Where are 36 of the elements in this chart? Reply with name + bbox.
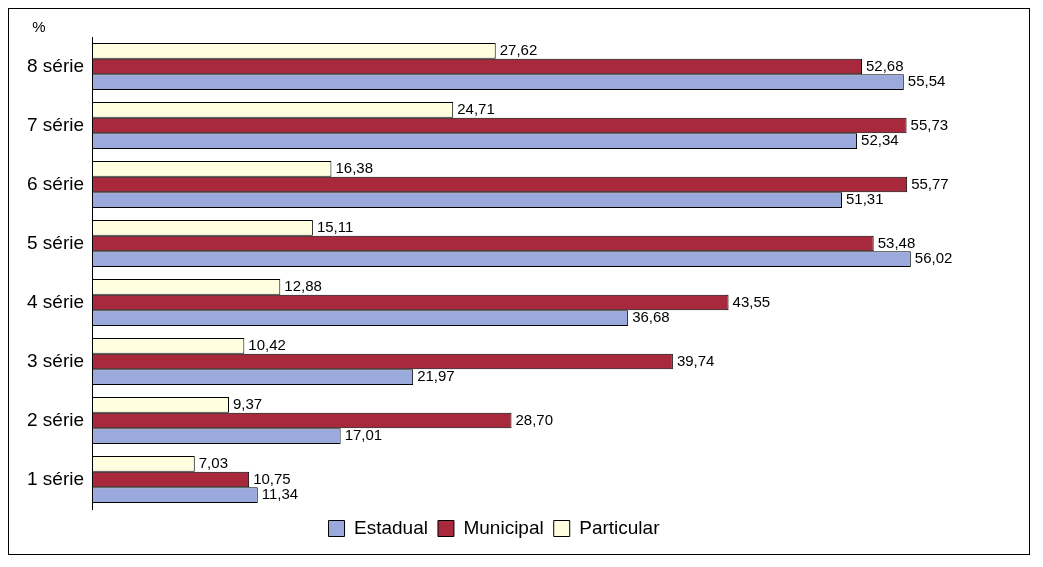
data-label: 17,01: [344, 426, 383, 444]
y-tick-label: 3 série: [27, 349, 85, 371]
data-label: 55,54: [907, 72, 946, 90]
y-axis-title: %: [32, 17, 46, 35]
legend-label: Particular: [579, 516, 661, 538]
data-label: 36,68: [632, 308, 670, 326]
y-tick-label: 1 série: [27, 467, 85, 489]
data-label: 55,77: [911, 174, 949, 192]
legend-label: Estadual: [354, 516, 428, 538]
data-label: 24,71: [457, 99, 495, 117]
data-label: 28,70: [515, 410, 554, 428]
data-label: 12,88: [284, 276, 322, 294]
data-label: 43,55: [732, 292, 771, 310]
data-label: 51,31: [845, 190, 884, 208]
data-label: 39,74: [676, 351, 715, 369]
data-label: 27,62: [499, 40, 538, 58]
data-label: 52,34: [861, 131, 899, 149]
legend-label: Municipal: [463, 516, 544, 538]
y-tick-label: 2 série: [27, 408, 85, 430]
data-label: 56,02: [914, 249, 953, 267]
data-label: 52,68: [866, 56, 904, 74]
y-tick-label: 6 série: [27, 172, 85, 194]
data-label: 7,03: [198, 453, 228, 471]
y-tick-label: 5 série: [27, 231, 85, 253]
data-label: 55,73: [910, 115, 949, 133]
y-tick-label: 8 série: [27, 54, 85, 76]
data-label: 9,37: [232, 394, 263, 412]
data-label: 11,34: [261, 485, 299, 503]
data-label: 16,38: [335, 158, 373, 176]
data-label: 10,42: [248, 335, 286, 353]
data-label: 21,97: [417, 367, 455, 385]
y-tick-label: 7 série: [27, 113, 85, 135]
data-label: 53,48: [877, 233, 916, 251]
y-tick-label: 4 série: [27, 290, 85, 312]
data-label: 15,11: [316, 217, 354, 235]
data-label: 10,75: [253, 469, 291, 487]
